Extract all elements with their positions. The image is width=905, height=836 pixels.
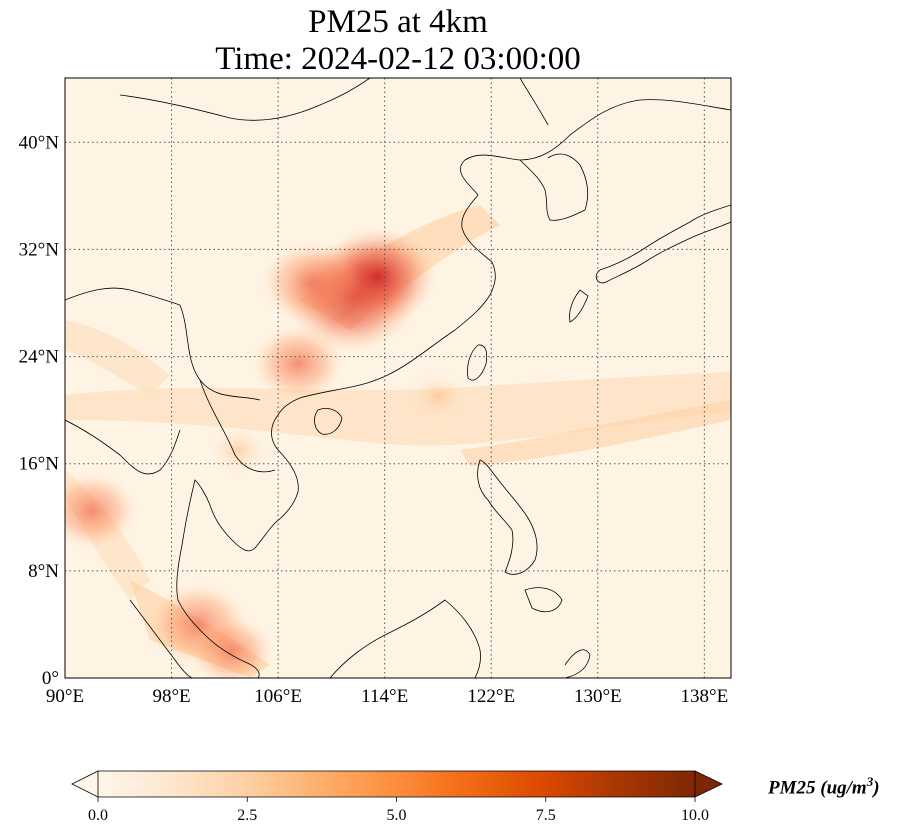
lon-tick-label: 106°E [254, 686, 302, 707]
colorbar: 0.0 2.5 5.0 7.5 10.0 [71, 770, 723, 824]
pm25-hotspot [252, 325, 344, 402]
colorbar-title-main: PM25 (ug/m [768, 777, 867, 799]
northeast-border [519, 78, 549, 126]
pm25-hotspots [65, 227, 467, 678]
laos-border [199, 379, 276, 473]
lat-tick-label: 40°N [19, 132, 60, 153]
lon-tick-label: 98°E [152, 686, 190, 707]
borneo-coastline [329, 599, 481, 678]
sulawesi-coastline [564, 649, 591, 678]
pm25-hotspot [65, 472, 138, 549]
kyushu-coastline [569, 289, 589, 323]
taiwan-coastline [467, 344, 488, 381]
mongolia-border [119, 78, 371, 121]
philippines-coastline [477, 459, 538, 575]
lat-tick-label: 32°N [19, 239, 60, 260]
colorbar-title-superscript: 3 [866, 774, 874, 789]
colorbar-title: PM25 (ug/m3) [768, 774, 880, 799]
title-line-1: PM25 at 4km [308, 4, 488, 40]
colorbar-ticks: 0.0 2.5 5.0 7.5 10.0 [88, 797, 709, 824]
japan-coastline [595, 204, 731, 284]
pm25-band-east [460, 400, 731, 466]
map-area [65, 78, 731, 678]
lon-tick-label: 90°E [46, 686, 84, 707]
lat-tick-label: 24°N [19, 347, 60, 368]
lat-tick-label: 0° [42, 668, 59, 689]
pm25-hotspot [409, 372, 467, 421]
gridlines [65, 78, 731, 678]
colorbar-tick-label: 7.5 [536, 807, 556, 824]
hainan-coastline [314, 408, 343, 435]
lon-ticks: 90°E 98°E 106°E 114°E 122°E 130°E 138°E [46, 686, 728, 707]
indochina-coastline [176, 414, 299, 678]
colorbar-tick-label: 2.5 [237, 807, 257, 824]
pm25-hotspot [209, 426, 267, 475]
colorbar-max-extension [694, 770, 723, 798]
colorbar-gradient [98, 771, 695, 797]
lat-ticks: 0° 8°N 16°N 24°N 32°N 40°N [19, 132, 60, 689]
colorbar-title-close: ) [873, 777, 880, 799]
lon-tick-label: 122°E [467, 686, 515, 707]
colorbar-tick-label: 10.0 [681, 807, 709, 824]
coastlines [65, 78, 731, 678]
title-line-2: Time: 2024-02-12 03:00:00 [215, 41, 581, 77]
pm25-hotspot [261, 241, 362, 325]
sumatra-coastline [129, 599, 193, 678]
korea-coastline [519, 153, 589, 221]
myanmar-border [179, 304, 261, 401]
pm25-band-west [65, 320, 170, 395]
lat-tick-label: 8°N [28, 561, 59, 582]
mindanao-coastline [524, 587, 563, 613]
lat-tick-label: 16°N [19, 454, 60, 475]
himalaya-border [65, 287, 181, 306]
colorbar-tick-label: 0.0 [88, 807, 108, 824]
pm25-hotspot [190, 616, 273, 678]
colorbar-min-extension [71, 770, 99, 798]
colorbar-tick-label: 5.0 [387, 807, 407, 824]
map-frame [64, 77, 732, 679]
china-coastline [277, 99, 731, 416]
lon-tick-label: 114°E [361, 686, 408, 707]
lon-tick-label: 138°E [681, 686, 729, 707]
chart-title: PM25 at 4km Time: 2024-02-12 03:00:00 [65, 4, 731, 78]
lon-tick-label: 130°E [574, 686, 622, 707]
